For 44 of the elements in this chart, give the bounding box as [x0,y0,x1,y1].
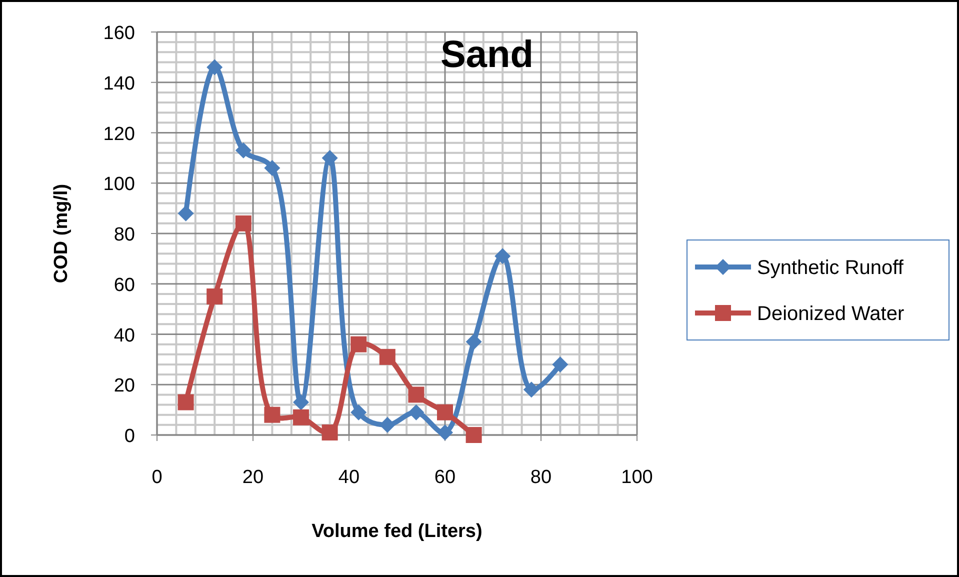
point [293,409,309,426]
x-tick-label: 0 [152,467,162,488]
point [494,248,511,264]
x-tick-label: 40 [338,467,360,488]
point [206,288,223,304]
point [466,427,482,443]
x-axis-title: Volume fed (Liters) [312,521,482,542]
y-axis-title: COD (mg/l) [51,184,72,284]
y-tick-label: 160 [103,23,135,44]
y-tick-label: 0 [124,426,135,447]
y-tick-label: 20 [114,376,135,397]
point [408,404,424,420]
point [350,336,367,352]
y-tick-label: 140 [103,73,135,94]
point [206,59,223,76]
point [293,394,309,410]
x-tick-label: 20 [242,467,264,488]
point [235,142,252,158]
y-tick-label: 100 [103,174,135,196]
point [379,348,396,365]
y-tick-label: 80 [114,224,135,246]
x-tick-label: 80 [530,467,552,488]
point [350,404,367,420]
legend-label: Synthetic Runoff [757,257,904,279]
point [264,160,280,176]
point [437,424,453,440]
x-tick-label: 100 [621,467,653,488]
point [437,404,453,420]
y-tick-label: 60 [114,274,135,296]
y-tick-label: 40 [114,325,135,346]
point [408,386,424,403]
legend-label: Deionized Water [757,303,904,325]
point [322,150,338,166]
chart-title: Sand [440,34,534,76]
point [178,205,194,222]
point [235,215,252,232]
point [322,424,338,440]
point [178,394,194,410]
point [466,334,482,350]
point [552,356,568,372]
x-tick-label: 60 [434,467,456,488]
y-tick-label: 120 [103,124,135,145]
point [523,382,540,398]
point [264,406,280,423]
